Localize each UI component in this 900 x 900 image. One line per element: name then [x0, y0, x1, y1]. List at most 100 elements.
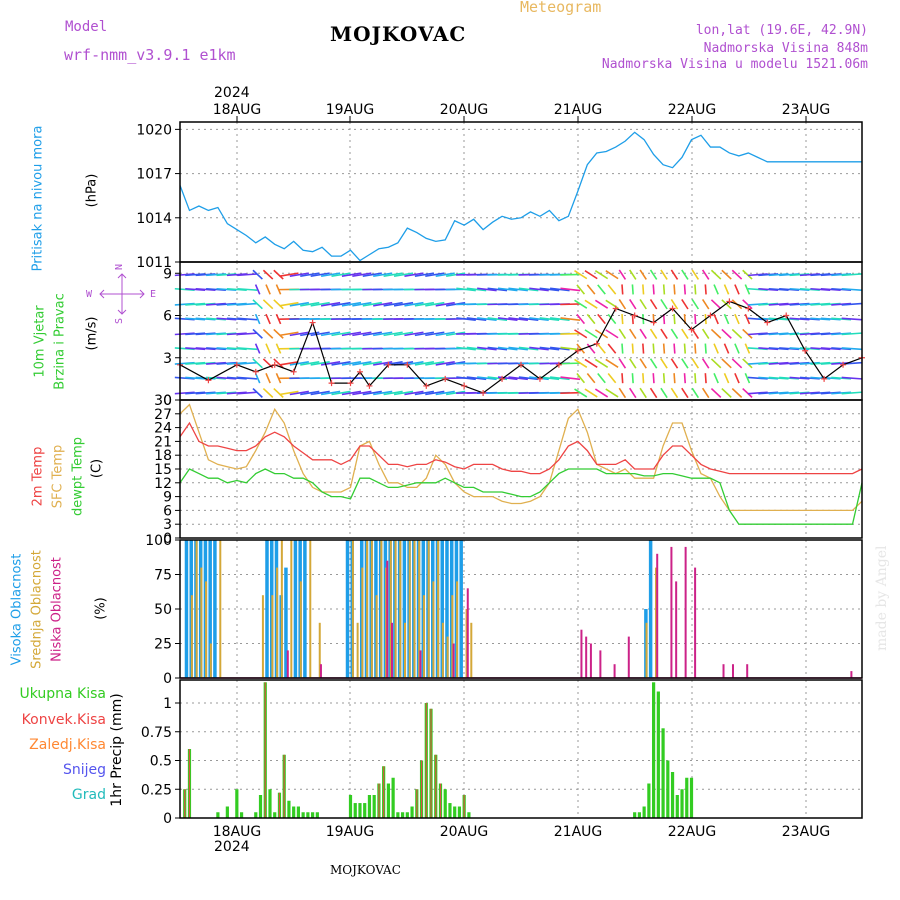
wind-arrow [584, 388, 598, 398]
wind-arrow [605, 270, 619, 280]
wind-gust-mark [802, 347, 809, 354]
wind-arrow [466, 287, 487, 292]
wind-arrow [744, 284, 751, 295]
wind-arrow [649, 387, 658, 399]
wind-arrow [694, 343, 697, 354]
wind-arrow [607, 373, 617, 384]
wind-arrow [670, 387, 679, 399]
wind-arrow [694, 373, 697, 384]
wind-gust-mark [650, 319, 657, 326]
wind-arrow [660, 387, 668, 399]
wind-tick-label: 9 [163, 266, 172, 282]
cloud-bar-srednja_oblacnost [465, 609, 468, 678]
wind-arrow [352, 390, 372, 396]
wind-arrow [497, 376, 518, 381]
wind-arrow [607, 284, 617, 295]
cloud-bar-niska_oblacnost [386, 560, 389, 678]
wind-arrow [639, 387, 647, 399]
cloud-bar-visoka_oblacnost [445, 540, 449, 678]
wind-arrow [683, 284, 687, 295]
wind-arrow [691, 299, 700, 310]
wind-arrow [362, 390, 382, 396]
wind-arrow [487, 317, 508, 321]
wind-arrow [649, 328, 658, 340]
precip-total-bar [670, 772, 675, 818]
wind-arrow [341, 331, 362, 337]
precip-total-bar [661, 728, 665, 818]
top-day-label: 22AUG [668, 102, 717, 118]
wind-gust-mark [745, 305, 752, 312]
bottom-year-label: 2024 [214, 839, 250, 855]
wind-gust-mark [385, 361, 392, 368]
wind-arrow [466, 376, 487, 381]
wind-arrow [550, 287, 570, 292]
wind-arrow [597, 284, 606, 295]
wind-arrow [352, 361, 372, 366]
wind-arrow [508, 287, 528, 292]
cloud-bar-niska_oblacnost [319, 664, 322, 678]
wind-arrow [254, 372, 261, 384]
precip-total-bar [400, 812, 405, 818]
precip-total-bar [306, 812, 310, 818]
cloud-bar-srednja_oblacnost [261, 595, 264, 678]
cloud-bar-niska_oblacnost [656, 553, 659, 678]
wind-arrow [237, 361, 258, 365]
wind-arrow [710, 269, 722, 280]
precip-conv-bar [383, 766, 385, 818]
wind-arrow [435, 361, 455, 366]
wind-arrow [713, 284, 719, 295]
cloud-tick-label: 50 [154, 602, 172, 618]
wind-arrow [352, 301, 372, 307]
wind-arrow [425, 331, 445, 337]
wind-arrow [723, 284, 730, 295]
wind-gust-mark [271, 361, 278, 368]
legend-snijeg: Snijeg [62, 762, 106, 778]
cloud-bar-visoka_oblacnost [284, 567, 288, 678]
wind-arrow [704, 343, 707, 354]
wind-arrow [352, 331, 372, 337]
bottom-day-label: 21AUG [554, 824, 603, 840]
precip-tick-label: 0.25 [141, 782, 172, 798]
precip-total-bar [666, 760, 670, 818]
wind-arrow [841, 347, 862, 351]
wind-arrow [560, 287, 581, 292]
wind-arrow [446, 272, 466, 278]
wind-arrow [560, 391, 581, 395]
precip-total-bar [311, 812, 315, 818]
wind-arrow [300, 272, 320, 278]
wind-arrow [414, 331, 435, 337]
wind-arrow [701, 387, 710, 399]
wind-gust-mark [726, 298, 733, 305]
cloud-bar-visoka_oblacnost [345, 540, 350, 678]
cloud-bar-niska_oblacnost [850, 671, 853, 678]
pressure-tick-label: 1020 [136, 122, 172, 138]
wind-gust-mark [669, 305, 676, 312]
cloud-bar-srednja_oblacnost [418, 540, 421, 678]
wind-arrow [508, 317, 528, 321]
wind-gust-mark [461, 382, 468, 389]
temp-tick-label: 15 [154, 462, 172, 478]
wind-arrow [320, 301, 341, 307]
legend-konvek: Konvek.Kisa [21, 712, 106, 728]
cloud-bar-srednja_oblacnost [655, 567, 658, 678]
wind-arrow [237, 332, 258, 336]
wind-arrow [721, 269, 732, 280]
wind-gust-mark [536, 375, 543, 382]
wind-arrow [404, 272, 424, 278]
precip-total-bar [258, 795, 263, 818]
temperature-panel [179, 399, 863, 539]
cloud-bar-srednja_oblacnost [351, 540, 354, 678]
precip-total-bar [235, 789, 239, 818]
temp-tick-label: 21 [154, 434, 172, 450]
cloud-bar-srednja_oblacnost [408, 540, 411, 678]
wind-arrow [456, 346, 476, 351]
wind-gust-mark [309, 319, 316, 326]
temp-tick-label: 0 [163, 531, 172, 547]
wind-arrow [607, 343, 617, 354]
wind-gust-mark [290, 368, 297, 375]
wind-arrow [275, 343, 282, 354]
wind-arrow [487, 287, 508, 292]
precip-conv-bar [278, 792, 281, 818]
wind-arrow [574, 299, 588, 309]
